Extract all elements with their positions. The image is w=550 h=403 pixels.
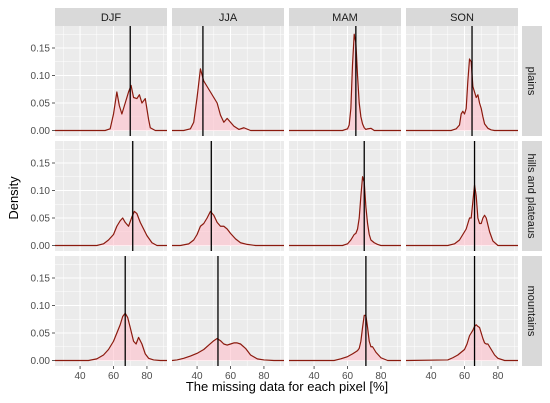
density-line	[289, 314, 401, 362]
column-strip-label: JJA	[219, 12, 238, 24]
y-axis-title: Density	[6, 176, 21, 220]
axes-layer: 0.00 0.05 0.10 0.15 0.00 0.05 0.10 0.15 0.00 0.05…	[31, 44, 504, 383]
density-line	[171, 337, 284, 362]
y-tick-label: 0.00	[31, 356, 51, 367]
x-tick-label: 40	[309, 371, 321, 382]
x-tick-label: 40	[192, 371, 204, 382]
density-area	[406, 324, 518, 361]
x-tick-label: 60	[225, 371, 237, 382]
x-tick-label: 80	[141, 371, 153, 382]
density-line	[55, 84, 167, 132]
panel-jja-hills-and-plateaus	[172, 141, 284, 251]
x-tick-label: 60	[342, 371, 354, 382]
strips-layer: DJF JJA MAM SON plains hills and plateaus moun…	[55, 8, 542, 366]
panel-djf-plains	[55, 26, 167, 136]
column-strip-jja: JJA	[172, 8, 284, 26]
panel-son-hills-and-plateaus	[406, 141, 518, 251]
row-strip-label: plains	[525, 67, 537, 96]
density-area	[172, 338, 284, 361]
density-line	[55, 210, 167, 247]
y-tick-label: 0.10	[31, 186, 51, 197]
panel-background	[55, 26, 167, 136]
row-strip-mountains: mountains	[522, 256, 542, 366]
column-strip-mam: MAM	[289, 8, 401, 26]
panel-son-mountains	[405, 256, 518, 366]
density-line	[289, 176, 401, 247]
panels-layer	[55, 26, 518, 366]
y-tick-label: 0.05	[31, 99, 51, 110]
panel-djf-hills-and-plateaus	[55, 141, 167, 251]
density-area	[55, 85, 167, 131]
x-tick-label: 40	[75, 371, 87, 382]
y-tick-label: 0.15	[31, 274, 51, 285]
column-strip-son: SON	[406, 8, 518, 26]
panel-mam-hills-and-plateaus	[289, 141, 401, 251]
panel-jja-plains	[172, 26, 284, 136]
y-tick-label: 0.05	[31, 329, 51, 340]
y-tick-label: 0.15	[31, 159, 51, 170]
density-area	[55, 313, 167, 361]
panel-background	[406, 141, 518, 251]
density-line	[172, 210, 284, 247]
density-line	[289, 33, 401, 132]
x-tick-label: 60	[459, 371, 471, 382]
y-tick-label: 0.10	[31, 71, 51, 82]
density-line	[405, 324, 518, 362]
y-tick-label: 0.05	[31, 214, 51, 225]
density-area	[172, 68, 284, 131]
column-strip-djf: DJF	[55, 8, 167, 26]
panel-background	[55, 141, 167, 251]
y-tick-label: 0.00	[31, 241, 51, 252]
density-line	[406, 58, 518, 132]
panel-background	[289, 141, 401, 251]
panel-background	[172, 26, 284, 136]
panel-mam-plains	[289, 26, 401, 136]
panel-mam-mountains	[289, 256, 401, 366]
row-strip-label: hills and plateaus	[525, 153, 537, 239]
y-tick-label: 0.15	[31, 44, 51, 55]
density-line	[406, 184, 518, 247]
panel-jja-mountains	[171, 256, 284, 366]
density-line	[172, 68, 284, 132]
x-tick-label: 80	[375, 371, 387, 382]
row-strip-plains: plains	[522, 26, 542, 136]
x-tick-label: 80	[258, 371, 270, 382]
panel-background	[289, 256, 401, 366]
panel-background	[406, 256, 518, 366]
density-line	[55, 312, 167, 362]
x-tick-label: 40	[426, 371, 438, 382]
x-tick-label: 60	[108, 371, 120, 382]
density-area	[289, 315, 401, 361]
panel-djf-mountains	[55, 256, 167, 366]
density-area	[172, 211, 284, 246]
panel-son-plains	[406, 26, 518, 136]
y-tick-label: 0.10	[31, 301, 51, 312]
column-strip-label: SON	[450, 12, 474, 24]
row-strip-label: mountains	[525, 286, 537, 337]
x-axis-title: The missing data for each pixel [%]	[186, 379, 388, 394]
x-tick-label: 80	[492, 371, 504, 382]
y-tick-label: 0.00	[31, 126, 51, 137]
column-strip-label: DJF	[101, 12, 121, 24]
row-strip-hills-and-plateaus: hills and plateaus	[522, 141, 542, 251]
density-area	[406, 59, 518, 131]
panel-background	[289, 26, 401, 136]
column-strip-label: MAM	[332, 12, 358, 24]
